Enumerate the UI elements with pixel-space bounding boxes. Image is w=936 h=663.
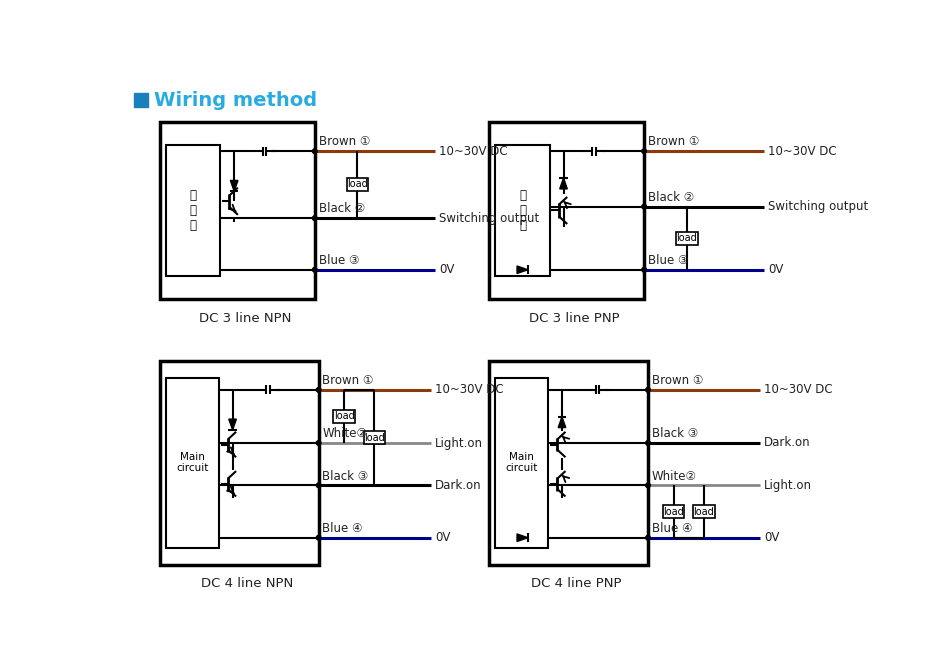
Text: Wiring method: Wiring method	[154, 91, 317, 110]
Text: Black ②: Black ②	[648, 191, 694, 204]
Text: Black ③: Black ③	[322, 469, 369, 483]
Circle shape	[641, 149, 646, 153]
Text: DC 4 line NPN: DC 4 line NPN	[200, 577, 293, 591]
Polygon shape	[228, 419, 236, 430]
Text: 10~30V DC: 10~30V DC	[434, 383, 503, 396]
Circle shape	[645, 483, 650, 488]
Text: DC 3 line NPN: DC 3 line NPN	[198, 312, 291, 325]
Text: 0V: 0V	[764, 531, 779, 544]
Text: load: load	[663, 507, 683, 516]
Text: Light.on: Light.on	[764, 479, 812, 492]
Circle shape	[316, 536, 321, 540]
Text: load: load	[676, 233, 696, 243]
Text: 10~30V DC: 10~30V DC	[438, 145, 506, 158]
Text: Dark.on: Dark.on	[434, 479, 481, 492]
Circle shape	[641, 204, 646, 209]
Text: 0V: 0V	[434, 531, 450, 544]
Text: load: load	[364, 433, 385, 443]
Circle shape	[316, 441, 321, 446]
Text: 主
电
路: 主 电 路	[189, 189, 197, 232]
Circle shape	[645, 388, 650, 392]
FancyBboxPatch shape	[159, 122, 314, 299]
Text: load: load	[333, 411, 354, 421]
Text: load: load	[693, 507, 713, 516]
FancyBboxPatch shape	[495, 145, 549, 276]
FancyBboxPatch shape	[495, 377, 548, 548]
Text: Blue ④: Blue ④	[322, 522, 362, 535]
Text: Main
circuit: Main circuit	[505, 452, 537, 473]
FancyBboxPatch shape	[489, 122, 643, 299]
Bar	[346, 178, 368, 191]
FancyBboxPatch shape	[166, 377, 218, 548]
Text: Blue ③: Blue ③	[648, 254, 688, 267]
Bar	[134, 93, 148, 107]
Text: Black ②: Black ②	[318, 202, 364, 215]
Text: Blue ③: Blue ③	[318, 254, 358, 267]
Text: load: load	[346, 179, 367, 189]
Text: Brown ①: Brown ①	[318, 135, 370, 149]
Circle shape	[645, 441, 650, 446]
Text: Light.on: Light.on	[434, 436, 482, 450]
Text: Switching output: Switching output	[438, 211, 538, 225]
Text: White②: White②	[322, 427, 367, 440]
Circle shape	[316, 388, 321, 392]
Text: Brown ①: Brown ①	[648, 135, 698, 149]
Text: DC 3 line PNP: DC 3 line PNP	[529, 312, 619, 325]
Text: 10~30V DC: 10~30V DC	[764, 383, 832, 396]
Circle shape	[316, 483, 321, 488]
Polygon shape	[558, 417, 565, 428]
Text: Main
circuit: Main circuit	[176, 452, 209, 473]
Circle shape	[641, 267, 646, 272]
Circle shape	[312, 149, 316, 153]
Circle shape	[645, 536, 650, 540]
Text: Blue ④: Blue ④	[651, 522, 692, 535]
Text: Brown ①: Brown ①	[651, 374, 703, 387]
Polygon shape	[517, 534, 527, 542]
Text: Dark.on: Dark.on	[764, 436, 810, 450]
Bar	[675, 231, 697, 245]
Text: Brown ①: Brown ①	[322, 374, 373, 387]
FancyBboxPatch shape	[166, 145, 220, 276]
Text: Switching output: Switching output	[768, 200, 868, 213]
Circle shape	[312, 216, 316, 221]
Bar	[662, 505, 683, 518]
Text: 10~30V DC: 10~30V DC	[768, 145, 836, 158]
Bar	[363, 431, 385, 444]
Text: 0V: 0V	[768, 263, 782, 276]
Text: Black ③: Black ③	[651, 427, 697, 440]
Bar	[333, 410, 355, 422]
Polygon shape	[559, 178, 566, 189]
Circle shape	[312, 267, 316, 272]
Polygon shape	[517, 266, 527, 274]
Text: White②: White②	[651, 469, 696, 483]
Text: 主
电
路: 主 电 路	[519, 189, 525, 232]
Text: 0V: 0V	[438, 263, 454, 276]
FancyBboxPatch shape	[489, 361, 648, 565]
Bar	[693, 505, 714, 518]
Text: DC 4 line PNP: DC 4 line PNP	[531, 577, 621, 591]
FancyBboxPatch shape	[159, 361, 318, 565]
Polygon shape	[230, 180, 238, 191]
